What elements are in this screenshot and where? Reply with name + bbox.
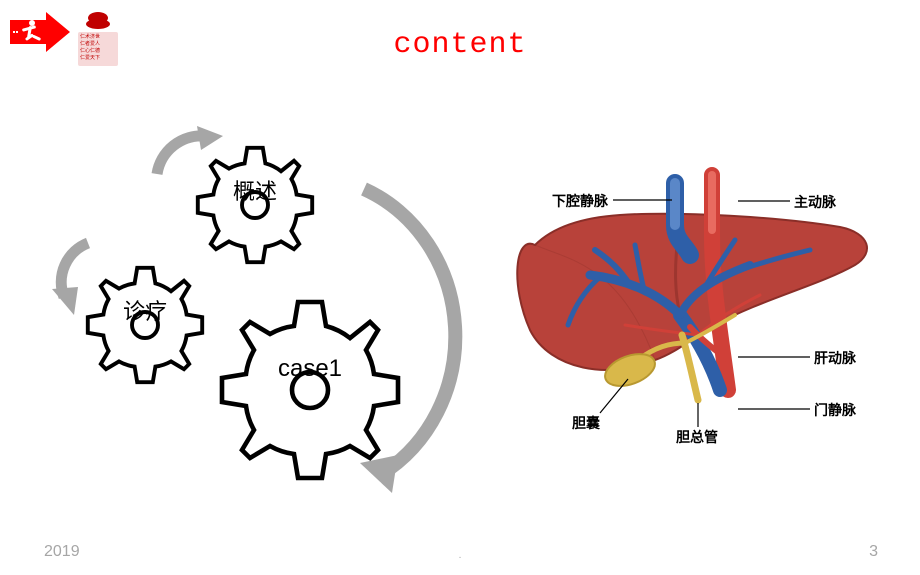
label-gallbladder: 胆囊 xyxy=(572,413,600,433)
gear-icon xyxy=(210,290,410,490)
gear-overview: 概述 xyxy=(190,140,320,270)
liver-anatomy-diagram: 下腔静脉 主动脉 肝动脉 门静脉 胆总管 胆囊 xyxy=(480,165,890,465)
label-portal-vein: 门静脉 xyxy=(814,400,856,420)
gear-treatment: 诊疗 xyxy=(80,260,210,390)
gear-case1-label: case1 xyxy=(278,355,342,383)
gear-treatment-label: 诊疗 xyxy=(123,294,167,326)
footer-center: . xyxy=(0,550,920,561)
footer-page-number: 3 xyxy=(869,543,878,561)
label-aorta: 主动脉 xyxy=(794,192,836,212)
gear-overview-label: 概述 xyxy=(233,174,277,206)
page-title: content xyxy=(0,28,920,62)
gear-case1: case1 xyxy=(210,290,410,490)
label-inferior-vena-cava: 下腔静脉 xyxy=(552,191,608,211)
label-hepatic-artery: 肝动脉 xyxy=(814,348,856,368)
gears-diagram: 概述 诊疗 case1 xyxy=(70,140,450,520)
label-common-bile-duct: 胆总管 xyxy=(676,427,718,447)
